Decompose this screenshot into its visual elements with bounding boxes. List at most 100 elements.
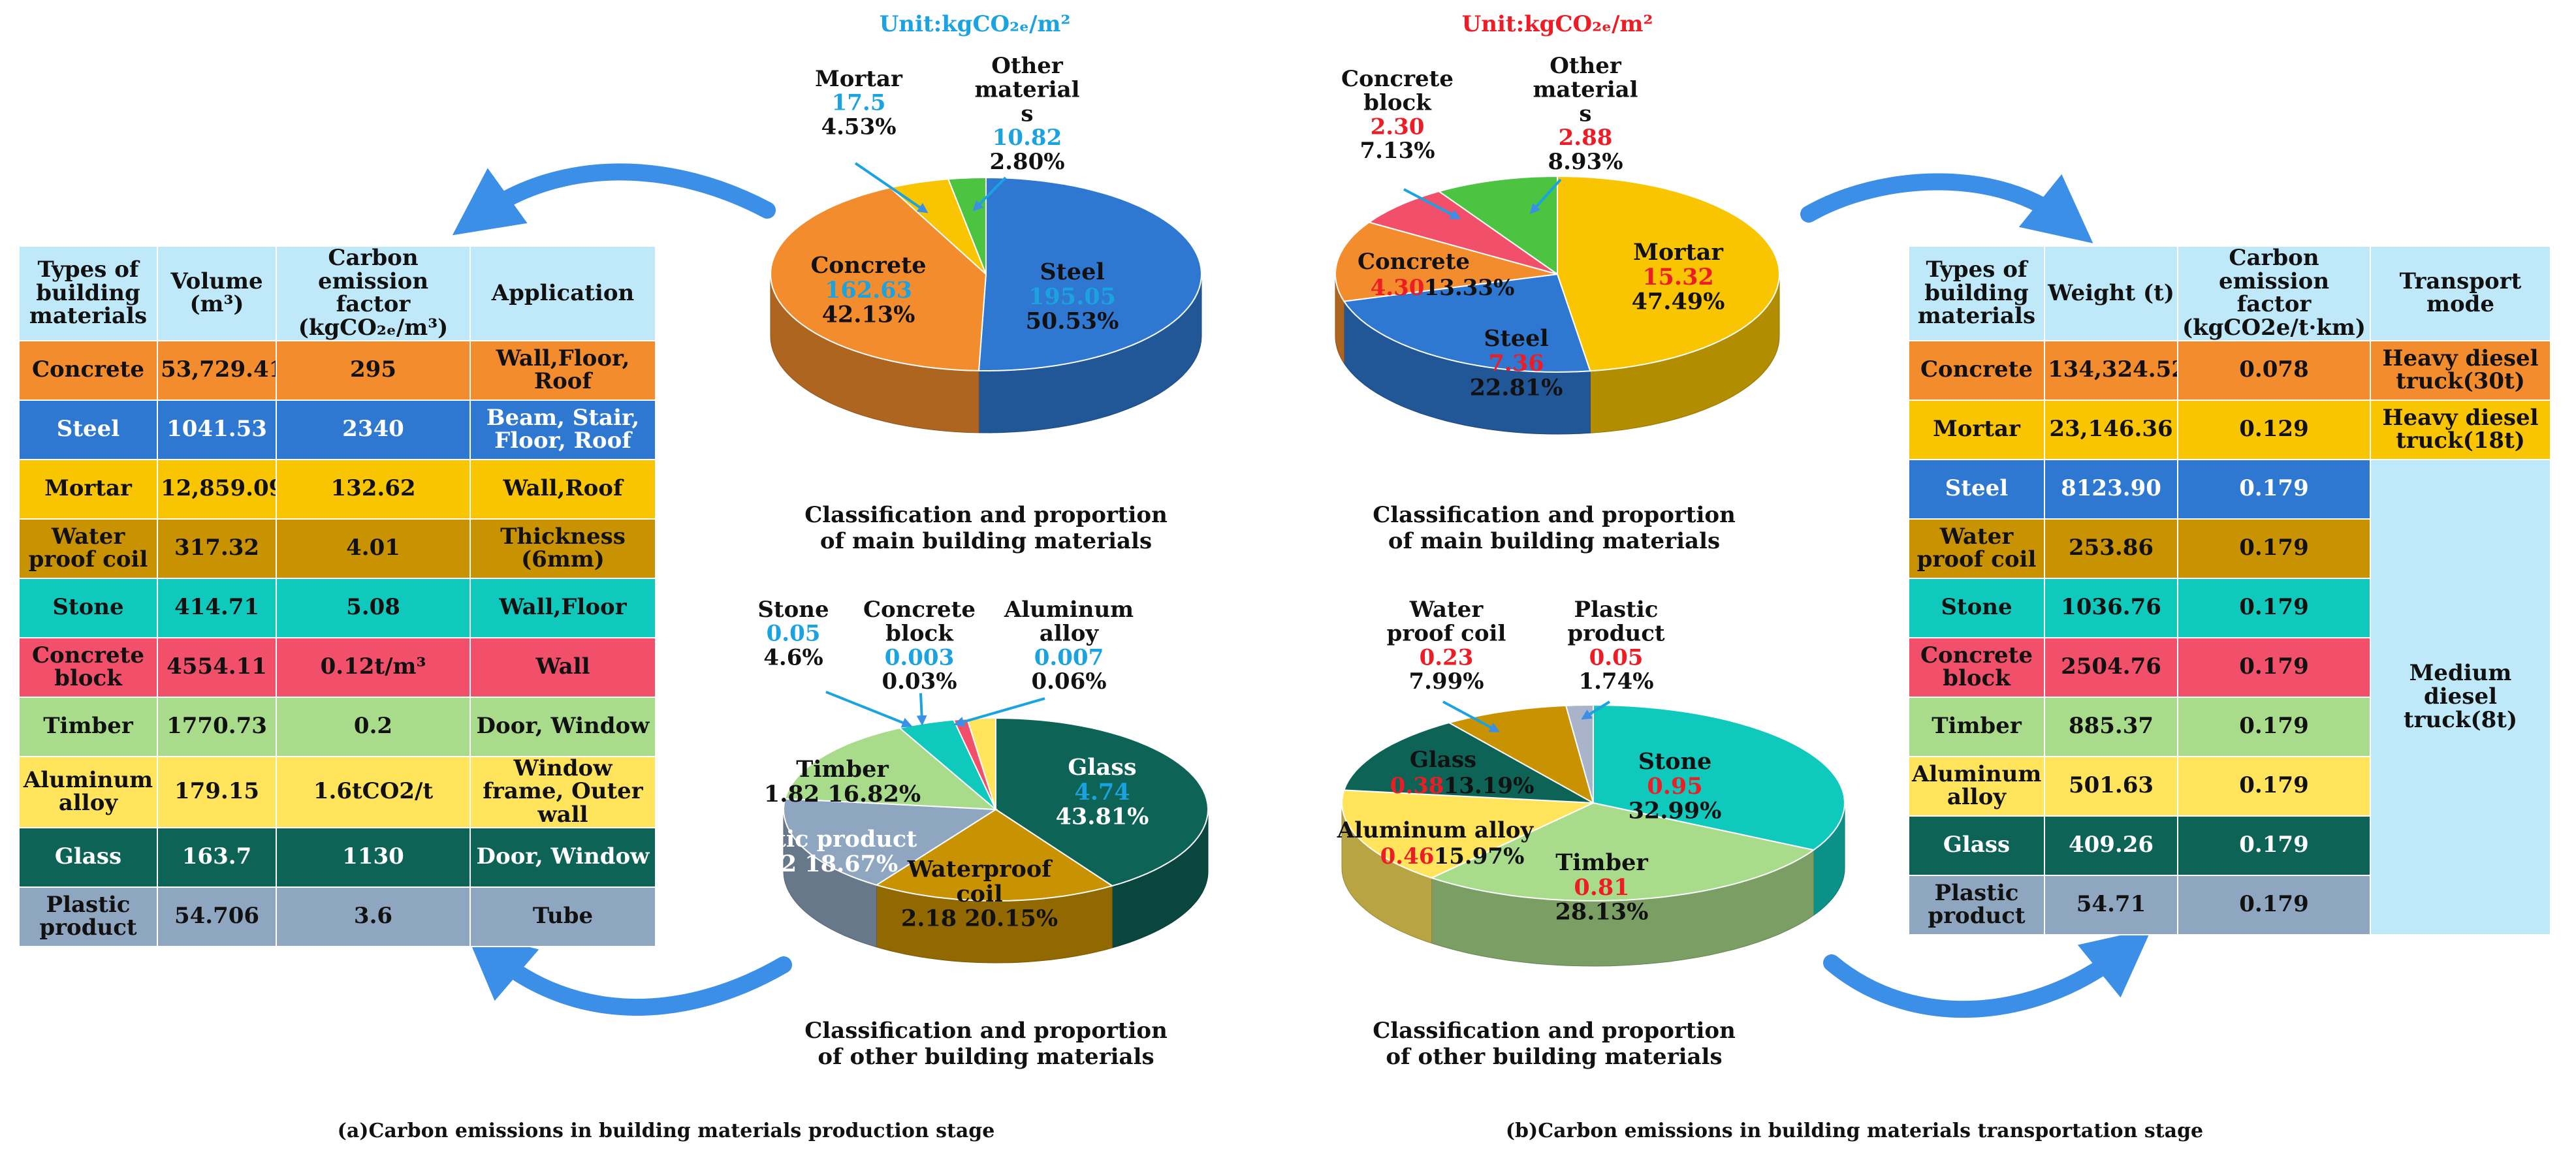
label-line: Classification and proportion	[804, 502, 1168, 528]
label-line: Classification and proportion	[804, 1018, 1168, 1044]
material-cell: Water proof coil	[1908, 518, 2045, 579]
chart-title-line2: of main building materials	[820, 528, 1152, 554]
transport-mode-cell: Heavy diesel truck(18t)	[2370, 399, 2551, 460]
transport-mode-cell: Heavy diesel truck(30t)	[2370, 339, 2551, 401]
leader-concrete-block	[916, 693, 927, 726]
header-weight: Weight (t)	[2044, 245, 2178, 341]
table-row: Mortar 23,146.36 0.129 Heavy diesel truck(1…	[1908, 399, 2551, 460]
label-line: material	[1533, 77, 1638, 103]
factor-cell: 4.01	[276, 518, 471, 579]
volume-cell: 1041.53	[157, 399, 277, 460]
table-row: Stone 1036.76 0.179	[1908, 577, 2551, 638]
unit-label: Unit:kgCO₂ₑ/m²	[1462, 11, 1653, 37]
header-material-type: Types of building materials	[18, 245, 158, 341]
label-line: 32.99%	[1629, 798, 1722, 824]
table-row: Plastic product 54.706 3.6 Tube	[18, 886, 656, 947]
label-line: Other	[991, 53, 1064, 79]
header-emission-factor: Carbon emission factor (kgCO2e/t·km)	[2177, 245, 2371, 341]
label-line: Mortar	[815, 66, 903, 92]
steel-slice	[1343, 273, 1591, 373]
label-line: product	[1567, 621, 1665, 647]
header-application: Application	[469, 245, 656, 341]
arrow-bottom-right	[1823, 928, 2152, 1018]
data-label-timber: Timber 1.82 16.82%	[764, 756, 921, 807]
data-label-glass: Glass 4.74 43.81%	[1056, 754, 1149, 830]
label-line: Aluminum	[1004, 597, 1134, 623]
material-cell: Glass	[1908, 815, 2045, 876]
material-cell: Timber	[1908, 696, 2045, 757]
label-line: Stone	[757, 597, 829, 623]
label-line: 0.06%	[1031, 668, 1106, 695]
label-line: 0.05	[767, 621, 821, 647]
label-line: 0.38	[1390, 773, 1444, 799]
label-line: alloy	[1040, 621, 1100, 647]
unit-a: Unit:kgCO₂ₑ/m²	[880, 11, 1071, 37]
label-line: 50.53%	[1026, 308, 1119, 335]
table-row: Timber 885.37 0.179	[1908, 696, 2551, 757]
pie-production-main	[770, 176, 1203, 433]
label-line: Mortar	[1633, 239, 1723, 266]
label-line: proof coil	[1387, 621, 1506, 647]
label-line: 28.13%	[1555, 899, 1649, 926]
label-line: (b)Carbon emissions in building material…	[1506, 1120, 2203, 1142]
leader-aluminum	[953, 697, 1045, 727]
material-cell: Glass	[18, 826, 158, 888]
material-cell: Concrete block	[1908, 636, 2045, 698]
concrete-block-slice	[1367, 191, 1558, 275]
data-label-plastic: Plastic product 2.02 18.67%	[722, 826, 917, 877]
label-line: 2.80%	[989, 149, 1064, 175]
material-cell: Mortar	[1908, 399, 2045, 460]
table-row: Concrete block 2504.76 0.179	[1908, 636, 2551, 698]
waterproof-coil-slice	[874, 808, 1114, 902]
label-line: 2.30	[1371, 114, 1425, 140]
weight-cell: 2504.76	[2044, 636, 2178, 698]
aluminum-alloy-slice	[1341, 789, 1594, 879]
material-cell: Plastic product	[18, 886, 158, 947]
factor-cell: 0.179	[2177, 874, 2371, 935]
application-cell: Door, Window	[469, 826, 656, 888]
label-line: Aluminum alloy	[1337, 817, 1534, 843]
label-line: 0.007	[1034, 644, 1104, 670]
chart-title-line2: of main building materials	[1388, 528, 1720, 554]
label-line: Classification and proportion	[1373, 1018, 1736, 1044]
factor-cell: 0.12t/m³	[276, 636, 471, 698]
table-row: Aluminum alloy 501.63 0.179	[1908, 755, 2551, 817]
data-label-mortar: Mortar 17.5 4.53%	[815, 66, 903, 140]
data-label-plastic: Plastic product 0.05 1.74%	[1567, 597, 1665, 695]
factor-cell: 0.179	[2177, 518, 2371, 579]
other-materials-slice	[1437, 175, 1558, 275]
label-line: Plastic product	[722, 826, 917, 853]
factor-cell: 132.62	[276, 458, 471, 520]
label-line: 10.82	[993, 125, 1062, 151]
factor-cell: 0.179	[2177, 458, 2371, 520]
table-row: Stone 414.71 5.08 Wall,Floor	[18, 577, 656, 638]
weight-cell: 409.26	[2044, 815, 2178, 876]
label-line: of main building materials	[1388, 528, 1720, 554]
factor-cell: 295	[276, 339, 471, 401]
table-row: Water proof coil 253.86 0.179	[1908, 518, 2551, 579]
pie-transport-other	[1341, 704, 1845, 967]
data-label-aluminum-pct: 15.97%	[1434, 843, 1525, 870]
table-row: Glass 163.7 1130 Door, Window	[18, 826, 656, 888]
arrow-top-left	[452, 163, 776, 236]
material-cell: Aluminum alloy	[18, 755, 158, 828]
mortar-slice	[1557, 175, 1780, 372]
data-label-glass: Glass	[1410, 747, 1476, 773]
label-line: 2.02 18.67%	[741, 851, 898, 877]
application-cell: Wall,Floor	[469, 577, 656, 638]
label-line: Concrete	[810, 252, 926, 279]
plastic-product-slice	[1565, 704, 1594, 804]
application-cell: Thickness (6mm)	[469, 518, 656, 579]
data-label-concrete-block: Concrete block 0.003 0.03%	[863, 597, 976, 695]
data-label-waterproof: Water proof coil 0.23 7.99%	[1387, 597, 1506, 695]
label-line: Water	[1409, 597, 1484, 623]
material-cell: Concrete	[1908, 339, 2045, 401]
factor-cell: 0.179	[2177, 755, 2371, 817]
label-line: 47.49%	[1632, 289, 1725, 315]
production-table: Types of building materials Volume (m³) …	[18, 245, 656, 947]
factor-cell: 3.6	[276, 886, 471, 947]
label-line: coil	[956, 881, 1002, 907]
label-line: 8.93%	[1548, 149, 1623, 175]
label-line: Plastic	[1574, 597, 1659, 623]
label-line: 0.23	[1420, 644, 1474, 670]
